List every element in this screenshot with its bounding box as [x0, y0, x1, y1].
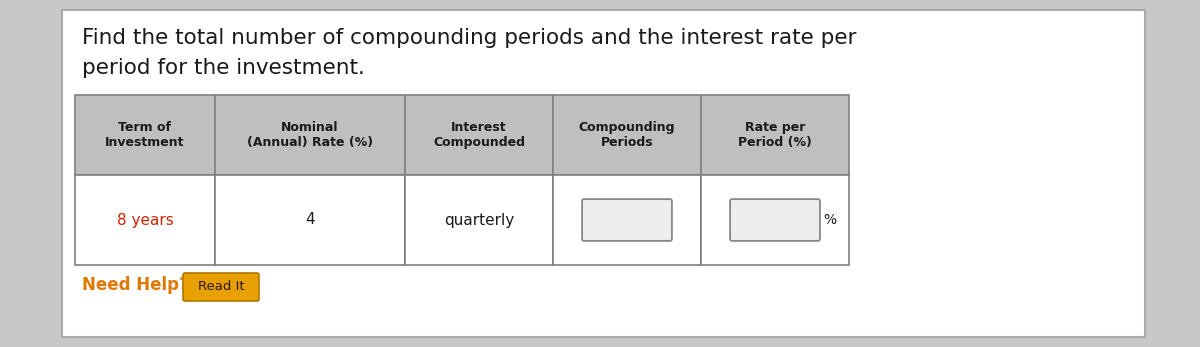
- Text: quarterly: quarterly: [444, 212, 514, 228]
- Bar: [701, 175, 850, 265]
- Bar: [215, 95, 406, 175]
- Text: Nominal
(Annual) Rate (%): Nominal (Annual) Rate (%): [247, 121, 373, 149]
- Bar: [701, 95, 850, 175]
- Bar: [553, 175, 701, 265]
- Text: Read It: Read It: [198, 280, 245, 294]
- Bar: [406, 95, 553, 175]
- Text: period for the investment.: period for the investment.: [82, 58, 365, 78]
- Text: Term of
Investment: Term of Investment: [106, 121, 185, 149]
- Text: Compounding
Periods: Compounding Periods: [578, 121, 676, 149]
- Text: Find the total number of compounding periods and the interest rate per: Find the total number of compounding per…: [82, 28, 857, 48]
- Text: Need Help?: Need Help?: [82, 276, 188, 294]
- Bar: [553, 95, 701, 175]
- Bar: [215, 175, 406, 265]
- Bar: [74, 175, 215, 265]
- Text: 8 years: 8 years: [116, 212, 173, 228]
- Text: 4: 4: [305, 212, 314, 228]
- Text: Interest
Compounded: Interest Compounded: [433, 121, 526, 149]
- FancyBboxPatch shape: [582, 199, 672, 241]
- Bar: [74, 95, 215, 175]
- Text: %: %: [823, 213, 836, 227]
- Text: Rate per
Period (%): Rate per Period (%): [738, 121, 812, 149]
- FancyBboxPatch shape: [182, 273, 259, 301]
- FancyBboxPatch shape: [730, 199, 820, 241]
- Bar: [406, 175, 553, 265]
